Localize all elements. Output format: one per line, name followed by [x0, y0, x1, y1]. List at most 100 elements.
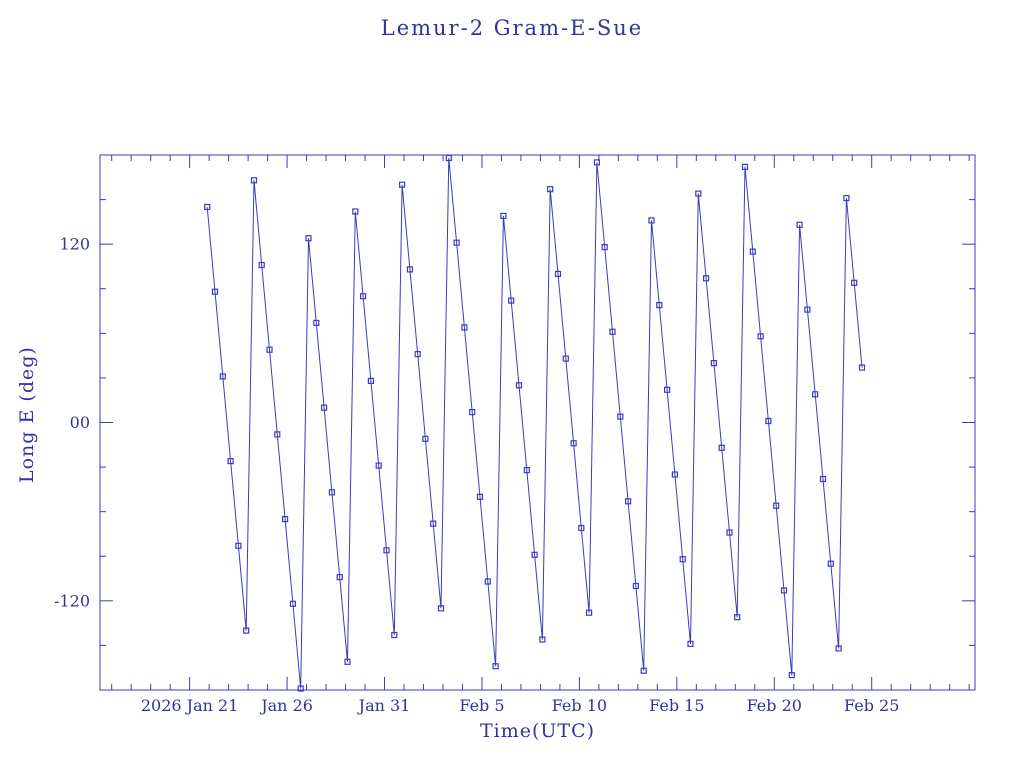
data-point-marker	[858, 364, 866, 371]
data-point-marker	[282, 515, 289, 523]
data-point-marker	[399, 181, 406, 188]
data-point-marker	[235, 542, 242, 549]
data-point-marker	[757, 333, 764, 340]
data-point-marker	[609, 328, 616, 335]
data-point-marker	[367, 377, 374, 384]
chart-title: Lemur-2 Gram-E-Sue	[380, 16, 644, 40]
data-point-marker	[484, 578, 491, 585]
data-point-marker	[593, 159, 601, 166]
data-point-marker	[461, 324, 468, 331]
data-point-marker	[531, 551, 538, 558]
x-tick-label: Feb 15	[649, 696, 704, 715]
data-point-marker	[796, 221, 803, 228]
data-point-marker	[710, 360, 718, 367]
data-point-marker	[508, 297, 515, 304]
x-tick-label: Feb 5	[459, 696, 504, 715]
data-point-marker	[391, 631, 398, 639]
data-point-marker	[445, 154, 452, 162]
data-point-marker	[360, 293, 367, 300]
data-point-marker	[617, 413, 624, 420]
data-point-marker	[250, 177, 258, 184]
x-tick-label: Feb 25	[844, 696, 899, 715]
data-point-marker	[219, 373, 226, 380]
plot-frame	[99, 154, 976, 691]
data-point-marker	[819, 475, 827, 483]
data-point-marker	[430, 520, 437, 527]
y-tick-label: 120	[59, 235, 90, 254]
data-point-marker	[289, 600, 296, 607]
data-point-marker	[773, 502, 780, 509]
data-point-marker	[539, 636, 546, 643]
data-point-marker	[414, 351, 421, 358]
x-tick-label: Jan 26	[259, 696, 313, 715]
data-point-marker	[827, 560, 834, 567]
y-tick-label: 00	[70, 413, 90, 432]
data-point-marker	[632, 582, 640, 590]
data-point-marker	[554, 270, 562, 277]
data-point-marker	[671, 471, 679, 478]
data-point-marker	[274, 431, 281, 438]
data-point-marker	[492, 663, 499, 670]
data-point-marker	[227, 458, 234, 465]
data-point-marker	[321, 404, 328, 411]
data-point-marker	[741, 163, 749, 170]
data-point-marker	[204, 203, 211, 211]
data-point-marker	[663, 386, 671, 393]
data-point-marker	[328, 489, 335, 496]
data-point-marker	[702, 275, 710, 282]
x-tick-label: Jan 31	[357, 696, 411, 715]
data-point-marker	[749, 248, 756, 255]
data-point-marker	[422, 435, 429, 442]
data-point-marker	[726, 529, 733, 536]
data-point-marker	[780, 587, 788, 594]
data-point-marker	[570, 440, 577, 447]
data-point-marker	[679, 556, 686, 563]
data-line	[206, 157, 863, 689]
data-point-marker	[523, 467, 530, 474]
data-point-marker	[812, 391, 819, 398]
data-point-marker	[352, 208, 359, 215]
x-tick-label: Feb 20	[747, 696, 802, 715]
data-point-marker	[734, 614, 741, 621]
data-point-marker	[211, 288, 219, 295]
data-point-marker	[562, 355, 569, 362]
data-point-marker	[804, 306, 811, 313]
data-point-marker	[687, 640, 694, 648]
data-point-marker	[476, 493, 484, 500]
data-point-marker	[336, 573, 343, 581]
data-point-marker	[624, 498, 632, 505]
data-point-marker	[578, 524, 585, 532]
data-point-marker	[383, 547, 390, 554]
data-point-marker	[266, 346, 273, 353]
data-point-marker	[601, 244, 608, 251]
data-point-marker	[297, 685, 304, 692]
data-point-marker	[453, 239, 460, 246]
data-point-marker	[406, 266, 413, 273]
data-point-marker	[640, 667, 647, 674]
data-point-marker	[851, 279, 858, 286]
data-point-marker	[718, 444, 725, 451]
data-point-marker	[515, 382, 523, 389]
data-point-marker	[843, 195, 850, 202]
data-point-marker	[258, 261, 265, 269]
x-tick-label: 2026 Jan 21	[141, 696, 239, 715]
x-axis-title: Time(UTC)	[479, 720, 596, 742]
data-point-marker	[469, 409, 476, 416]
data-point-marker	[656, 302, 663, 309]
data-point-marker	[648, 217, 655, 224]
data-point-marker	[500, 212, 507, 219]
data-point-marker	[375, 462, 382, 469]
data-point-marker	[585, 609, 593, 616]
data-point-marker	[243, 627, 250, 634]
data-point-marker	[313, 319, 320, 326]
data-point-marker	[344, 658, 351, 665]
data-point-marker	[835, 645, 842, 652]
y-tick-label: -120	[54, 591, 90, 610]
data-point-marker	[305, 235, 312, 242]
y-axis-title: Long E (deg)	[16, 346, 38, 483]
data-point-marker	[765, 417, 772, 425]
data-point-marker	[788, 671, 795, 679]
data-point-marker	[547, 186, 554, 193]
